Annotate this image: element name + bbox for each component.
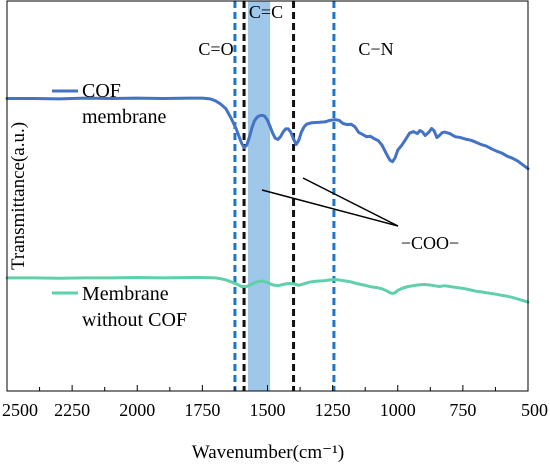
coo-pointer-lines: [261, 177, 399, 227]
x-tick-label-1000: 1000: [380, 400, 416, 420]
legend-label-cof-membrane-line1: COF: [82, 80, 121, 102]
y-axis-label: Transmittance(a.u.): [8, 122, 29, 270]
reference-lines-layer: [233, 1, 336, 391]
series-layer: [5, 96, 530, 304]
x-tick-label-1250: 1250: [315, 400, 351, 420]
x-axis-label: Wavenumber(cm⁻¹): [192, 442, 344, 463]
annotation-c-eq-o: C=O: [198, 39, 233, 59]
x-tick-label-750: 750: [449, 400, 476, 420]
x-tick-label-2500: 2500: [2, 400, 38, 420]
x-tick-label-2000: 2000: [119, 400, 155, 420]
annotation-coo: −COO−: [401, 233, 459, 253]
legend-label-membrane-without-cof-line1: Membrane: [82, 283, 169, 305]
highlight-band-c-eq-c: [247, 1, 271, 391]
x-tick-label-1750: 1750: [184, 400, 220, 420]
series-line-membrane-without-cof: [5, 276, 530, 304]
legend-label-membrane-without-cof-line2: without COF: [82, 309, 187, 331]
series-line-cof-membrane: [5, 96, 530, 171]
annotation-c-n: C−N: [358, 39, 393, 59]
x-tick-label-500: 500: [521, 400, 548, 420]
shaded-band-layer: [247, 1, 271, 391]
x-axis-ticks: 2500 2250 2000 1750 1500 1250 1000 750 500: [2, 385, 548, 420]
legend-label-cof-membrane-line2: membrane: [82, 106, 167, 128]
x-tick-label-2250: 2250: [54, 400, 90, 420]
annotation-c-eq-c: C=C: [249, 2, 283, 22]
x-tick-label-1500: 1500: [250, 400, 286, 420]
